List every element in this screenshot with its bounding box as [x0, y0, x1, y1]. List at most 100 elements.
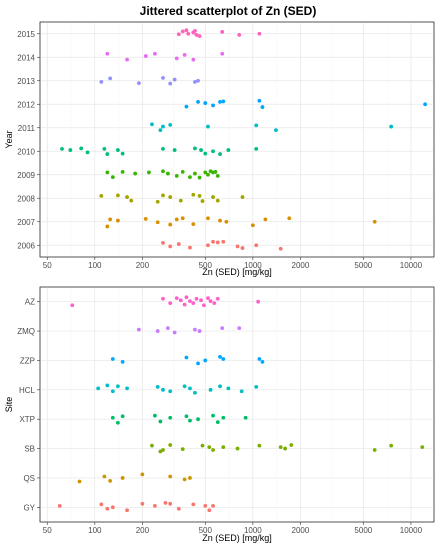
data-point [196, 100, 200, 104]
data-point [207, 508, 212, 513]
data-point [60, 147, 64, 151]
data-point [136, 81, 141, 85]
data-point [120, 476, 125, 480]
data-point [235, 446, 240, 451]
data-point [184, 295, 189, 300]
data-point [191, 502, 196, 507]
data-point [221, 415, 226, 420]
data-point [211, 149, 215, 154]
data-point [226, 386, 231, 391]
data-point [161, 169, 165, 174]
data-point [165, 326, 170, 331]
data-point [180, 170, 185, 174]
data-point [168, 389, 173, 394]
data-point [125, 195, 129, 199]
data-point [211, 448, 215, 452]
data-point [211, 239, 215, 244]
y-tick-label: 2010 [17, 147, 35, 156]
x-tick-label: 10000 [400, 526, 423, 535]
data-point [188, 299, 192, 303]
data-point [120, 360, 125, 364]
data-point [161, 241, 165, 245]
year-panel: 50 100 200 500 1000 2000 5000 10000 2006 2007 2008… [4, 21, 435, 277]
data-point [186, 31, 191, 36]
x-tick-label: 100 [88, 261, 102, 270]
y-tick-label: 2011 [18, 124, 36, 133]
data-point [188, 418, 192, 423]
data-point [172, 148, 177, 152]
data-point [161, 124, 165, 129]
data-point [108, 217, 113, 222]
x-tick-label: 2000 [292, 261, 310, 270]
data-point [221, 99, 226, 104]
data-point [287, 216, 292, 221]
data-point [220, 51, 225, 56]
data-point [116, 148, 120, 152]
data-point [168, 123, 173, 127]
data-point [193, 327, 197, 332]
data-point [182, 384, 187, 389]
y-tick-label: 2007 [17, 218, 35, 227]
data-point [203, 151, 208, 156]
x-tick-label: 200 [136, 526, 150, 535]
data-point [116, 420, 120, 425]
data-point [125, 386, 129, 391]
data-point [140, 472, 145, 477]
data-point [211, 413, 215, 418]
data-point [168, 415, 173, 420]
data-point [257, 98, 262, 103]
data-point [176, 242, 181, 246]
data-point [158, 419, 163, 424]
data-point [188, 245, 192, 250]
data-point [184, 414, 189, 419]
data-point [218, 218, 222, 223]
data-point [168, 244, 173, 249]
data-point [158, 128, 163, 133]
data-point [191, 57, 196, 62]
data-point [372, 219, 377, 224]
y-tick-label: HCL [19, 386, 36, 395]
data-point [105, 152, 110, 156]
data-point [257, 357, 262, 361]
y-tick-label: 2015 [17, 30, 35, 39]
data-point [260, 360, 265, 364]
data-point [110, 505, 115, 510]
data-point [168, 222, 173, 227]
data-point [221, 239, 226, 244]
y-tick-label: 2006 [17, 241, 35, 250]
data-point [85, 150, 90, 155]
data-point [125, 508, 129, 513]
y-tick-label: 2009 [17, 171, 35, 180]
data-point [136, 327, 141, 332]
data-point [206, 243, 210, 248]
data-point [120, 151, 125, 156]
data-point [200, 199, 205, 203]
data-point [278, 246, 283, 251]
data-point [168, 81, 173, 86]
panel-border [39, 286, 435, 523]
data-point [211, 195, 215, 199]
data-point [207, 445, 212, 449]
data-point [215, 174, 220, 178]
y-tick-label: 2013 [17, 77, 35, 86]
data-point [102, 147, 107, 151]
data-point [208, 299, 213, 303]
data-point [105, 383, 110, 388]
y-tick-label: AZ [25, 298, 35, 307]
data-point [206, 296, 210, 301]
y-tick-label: ZMQ [17, 327, 35, 336]
data-point [218, 100, 222, 104]
plot-panel [39, 21, 435, 258]
data-point [196, 417, 200, 422]
data-point [116, 193, 120, 198]
y-tick-label: XTP [19, 415, 35, 424]
data-point [143, 54, 148, 58]
data-point [174, 56, 179, 61]
data-point [161, 76, 165, 80]
data-point [389, 443, 394, 448]
x-tick-label: 100 [88, 526, 102, 535]
data-point [143, 217, 148, 221]
data-point [260, 105, 265, 109]
data-point [274, 128, 278, 133]
data-point [168, 301, 173, 306]
